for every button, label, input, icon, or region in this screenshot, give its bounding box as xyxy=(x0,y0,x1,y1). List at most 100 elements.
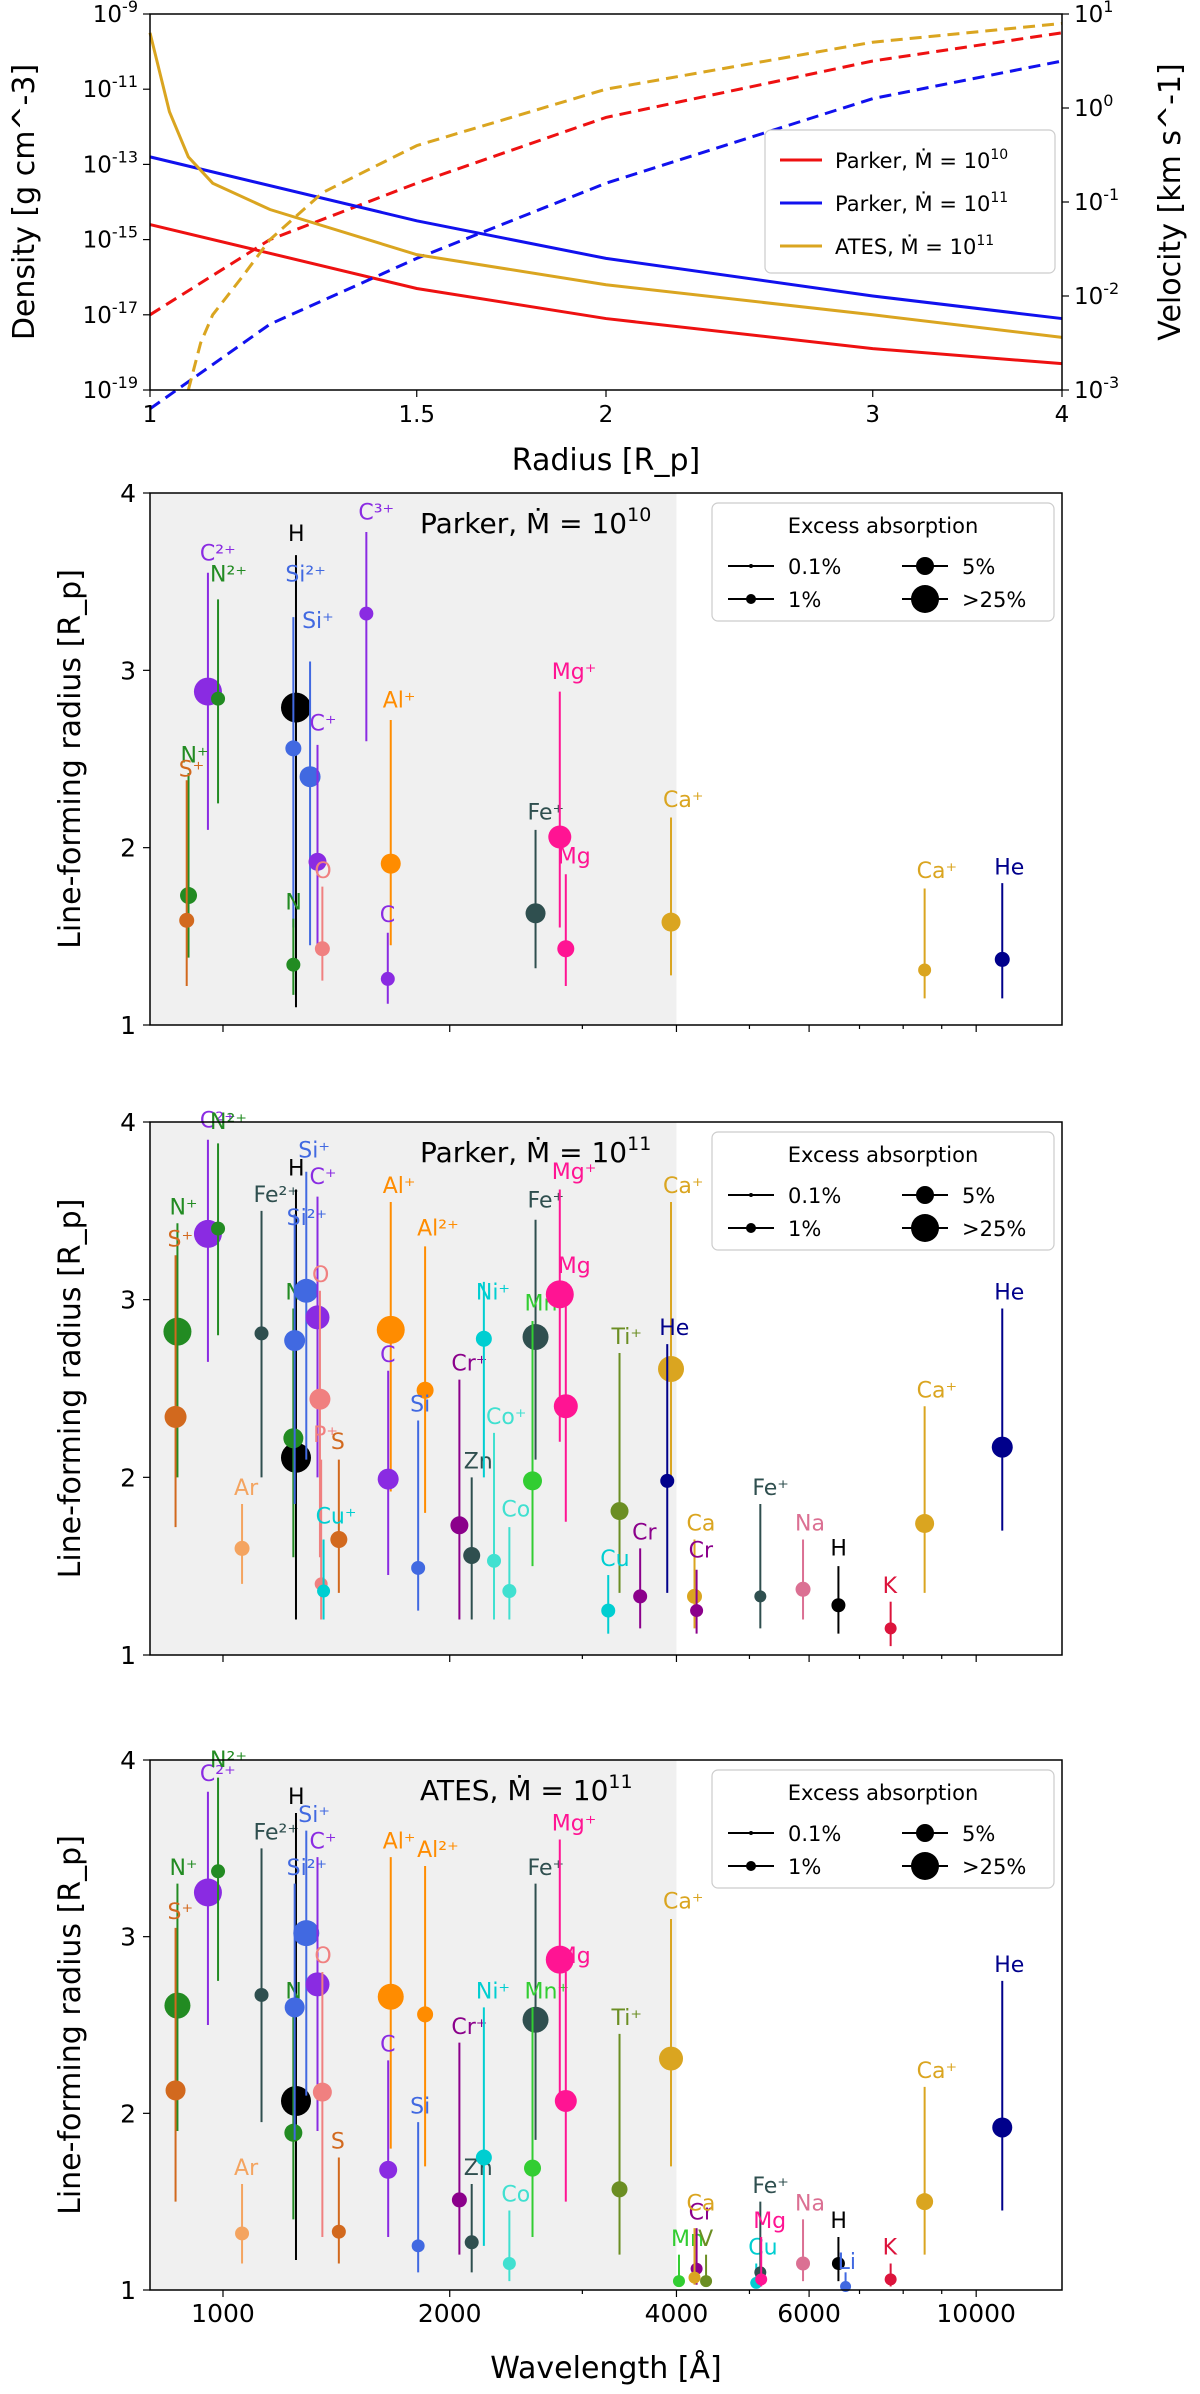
species-label: Ti⁺ xyxy=(611,1325,643,1350)
line-marker xyxy=(610,1502,629,1521)
species-label: Co xyxy=(501,2183,530,2208)
density-ytick-label: 10-9 xyxy=(93,0,138,28)
line-marker xyxy=(475,2149,492,2166)
density-line-2 xyxy=(148,32,1063,339)
panel-title-text: Parker, Ṁ = 10 xyxy=(420,507,627,540)
line-marker xyxy=(884,1622,897,1635)
species-label: Cr⁺ xyxy=(451,2015,487,2040)
density-xtick-label: 4 xyxy=(1055,402,1070,428)
legend-title: Excess absorption xyxy=(788,1143,979,1167)
line-marker xyxy=(831,2257,845,2270)
species-label: Cr⁺ xyxy=(451,1352,487,1377)
line-marker xyxy=(376,1315,405,1344)
species-label: S⁺ xyxy=(179,758,205,783)
species-label: Fe⁺ xyxy=(528,1856,565,1881)
line-marker xyxy=(660,1473,675,1488)
radius-y-axis-label: Line-forming radius [R_p] xyxy=(53,569,88,949)
species-label: Cu xyxy=(748,2236,777,2261)
legend-size-label: 1% xyxy=(788,588,821,612)
radius-ytick-label: 1 xyxy=(120,1011,136,1040)
line-marker xyxy=(284,1330,306,1352)
legend-size-label: 0.1% xyxy=(788,1822,841,1846)
line-marker xyxy=(416,1381,434,1399)
species-label: Si xyxy=(410,1393,430,1418)
line-marker xyxy=(755,2273,768,2286)
excess-absorption-legend: Excess absorption 0.1% 1% 5% >25% xyxy=(711,502,1055,622)
excess-absorption-legend: Excess absorption 0.1% 1% 5% >25% xyxy=(711,1131,1055,1251)
species-label: Na xyxy=(795,2192,825,2217)
line-marker xyxy=(254,1326,269,1341)
line-marker xyxy=(525,903,546,924)
line-marker xyxy=(658,1355,685,1382)
radius-ytick-label: 4 xyxy=(120,1108,136,1137)
species-label: H xyxy=(288,1785,305,1810)
species-label: K xyxy=(883,1574,898,1599)
species-label: Ca⁺ xyxy=(917,1378,957,1403)
species-label: C³⁺ xyxy=(358,501,394,526)
line-marker xyxy=(163,1317,192,1346)
line-marker xyxy=(305,1972,330,1997)
line-marker xyxy=(379,2160,398,2179)
line-marker xyxy=(554,2089,577,2112)
line-marker xyxy=(280,1442,311,1473)
radius-ytick-label: 3 xyxy=(120,656,136,685)
density-legend-text: Parker, Ṁ = 10 xyxy=(835,191,990,216)
density-velocity-panel: 1 1.5 2 3 4 10-19 10-17 10-15 10-13 10-11 10-9 10-3… xyxy=(7,0,1188,478)
legend-size-label: >25% xyxy=(962,1217,1026,1241)
line-marker xyxy=(601,1603,616,1618)
line-marker xyxy=(918,963,932,977)
line-marker xyxy=(451,2192,467,2208)
line-marker xyxy=(314,941,330,957)
line-marker xyxy=(411,1560,426,1575)
line-marker xyxy=(994,951,1010,967)
radius-ytick-label: 2 xyxy=(120,1463,136,1492)
species-label: Li xyxy=(838,2250,856,2275)
legend-size-marker xyxy=(746,1223,756,1233)
line-marker xyxy=(522,1323,549,1350)
species-label: Ca⁺ xyxy=(663,1889,703,1914)
density-legend-exponent: 11 xyxy=(990,190,1008,206)
density-xtick-label: 1.5 xyxy=(398,402,435,428)
species-label: Cu⁺ xyxy=(316,1505,357,1530)
wavelength-tick-label: 10000 xyxy=(936,2299,1016,2328)
density-legend-text: Parker, Ṁ = 10 xyxy=(835,148,990,173)
species-label: Ca xyxy=(687,1512,716,1537)
velocity-line-0 xyxy=(149,31,1063,317)
species-label: Ca⁺ xyxy=(663,1174,703,1199)
species-label: Mg xyxy=(558,845,591,870)
species-label: C xyxy=(380,2033,395,2058)
line-marker xyxy=(411,2239,425,2253)
species-label: Fe⁺ xyxy=(752,1476,789,1501)
line-marker xyxy=(672,2275,685,2288)
line-marker xyxy=(687,1588,703,1604)
line-marker xyxy=(284,2123,303,2142)
species-label: Mn⁺ xyxy=(525,1980,570,2005)
species-label: Fe⁺ xyxy=(528,1188,565,1213)
line-marker xyxy=(235,2226,250,2241)
species-label: Si⁺ xyxy=(298,1803,330,1828)
line-marker xyxy=(487,1553,502,1568)
wavelength-tick-label: 1000 xyxy=(191,2299,255,2328)
line-marker xyxy=(884,2273,897,2286)
species-label: Ti⁺ xyxy=(611,2006,643,2031)
species-label: C⁺ xyxy=(310,1165,337,1190)
species-label: Si²⁺ xyxy=(285,563,326,588)
species-label: S⁺ xyxy=(168,1227,194,1252)
line-marker xyxy=(661,912,681,932)
legend-size-marker xyxy=(916,1186,934,1204)
line-marker xyxy=(633,1589,648,1604)
line-marker xyxy=(417,2006,434,2023)
species-label: V xyxy=(698,2227,713,2252)
line-marker xyxy=(659,2046,684,2071)
species-label: Al⁺ xyxy=(383,1829,416,1854)
legend-size-label: 1% xyxy=(788,1855,821,1879)
legend-size-label: 1% xyxy=(788,1217,821,1241)
velocity-line-1 xyxy=(149,59,1063,411)
legend-size-label: 0.1% xyxy=(788,555,841,579)
density-legend-label: Parker, Ṁ = 1011 xyxy=(835,190,1008,216)
line-marker xyxy=(180,887,198,905)
species-label: Ca⁺ xyxy=(663,788,703,813)
species-label: Al²⁺ xyxy=(417,1217,459,1242)
